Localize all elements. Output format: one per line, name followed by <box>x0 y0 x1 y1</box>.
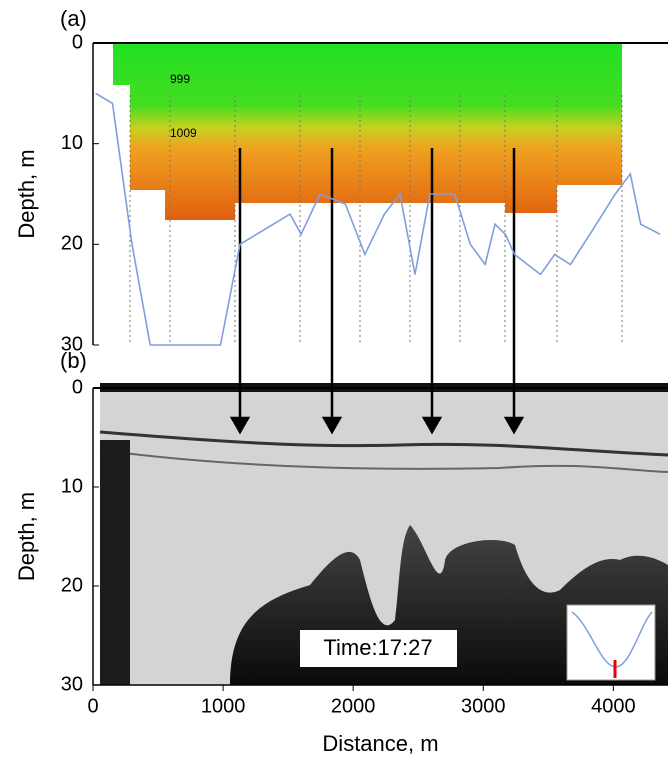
y-tick-label: 20 <box>61 233 83 255</box>
x-tick-label: 4000 <box>591 695 636 717</box>
profile-stations <box>129 95 623 345</box>
y-tick-label: 30 <box>61 673 83 695</box>
bottom-profile <box>95 92 661 346</box>
inset <box>566 604 656 681</box>
y-tick-label: 20 <box>61 574 83 596</box>
panel-label: (b) <box>60 348 87 373</box>
y-tick-label: 10 <box>61 132 83 154</box>
x-tick-label: 2000 <box>331 695 376 717</box>
contour-label: 1009 <box>170 126 197 140</box>
y-tick-label: 0 <box>72 31 83 53</box>
echogram-wall <box>100 440 130 685</box>
time-box <box>300 630 457 667</box>
x-tick-label: 3000 <box>461 695 506 717</box>
panel-label: (a) <box>60 6 87 31</box>
echogram-layer <box>99 430 669 457</box>
y-axis-label: Depth, m <box>14 149 39 238</box>
time-label: Time:17:27 <box>323 635 432 660</box>
echogram-layer <box>99 449 669 473</box>
y-tick-label: 10 <box>61 475 83 497</box>
y-tick-label: 30 <box>61 333 83 355</box>
x-tick-label: 0 <box>87 695 98 717</box>
x-tick-label: 1000 <box>201 695 246 717</box>
x-axis-label: Distance, m <box>322 731 438 756</box>
contour-label: 999 <box>170 72 190 86</box>
y-tick-label: 0 <box>72 376 83 398</box>
y-axis-label: Depth, m <box>14 492 39 581</box>
